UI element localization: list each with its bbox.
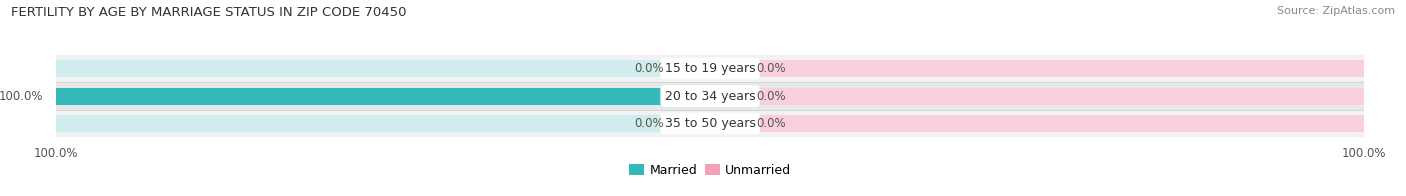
Text: 15 to 19 years: 15 to 19 years — [665, 62, 755, 75]
Text: 0.0%: 0.0% — [756, 62, 786, 75]
Bar — [710, 88, 1364, 104]
Bar — [678, 60, 710, 77]
Bar — [56, 88, 710, 104]
Bar — [56, 82, 1364, 110]
Bar — [710, 60, 1364, 77]
Bar — [56, 110, 1364, 137]
Text: 0.0%: 0.0% — [634, 117, 664, 130]
Bar — [56, 115, 710, 132]
Text: 100.0%: 100.0% — [0, 90, 44, 103]
Bar — [710, 115, 1364, 132]
Text: 20 to 34 years: 20 to 34 years — [665, 90, 755, 103]
Bar — [710, 60, 742, 77]
Bar — [678, 115, 710, 132]
Bar — [56, 55, 1364, 82]
Bar — [710, 88, 742, 104]
Bar — [56, 60, 710, 77]
Text: 0.0%: 0.0% — [634, 62, 664, 75]
Text: Source: ZipAtlas.com: Source: ZipAtlas.com — [1277, 6, 1395, 16]
Bar — [710, 115, 742, 132]
Text: 0.0%: 0.0% — [756, 90, 786, 103]
Text: FERTILITY BY AGE BY MARRIAGE STATUS IN ZIP CODE 70450: FERTILITY BY AGE BY MARRIAGE STATUS IN Z… — [11, 6, 406, 19]
Text: 0.0%: 0.0% — [756, 117, 786, 130]
Legend: Married, Unmarried: Married, Unmarried — [624, 159, 796, 182]
Text: 35 to 50 years: 35 to 50 years — [665, 117, 755, 130]
Bar — [56, 88, 710, 104]
